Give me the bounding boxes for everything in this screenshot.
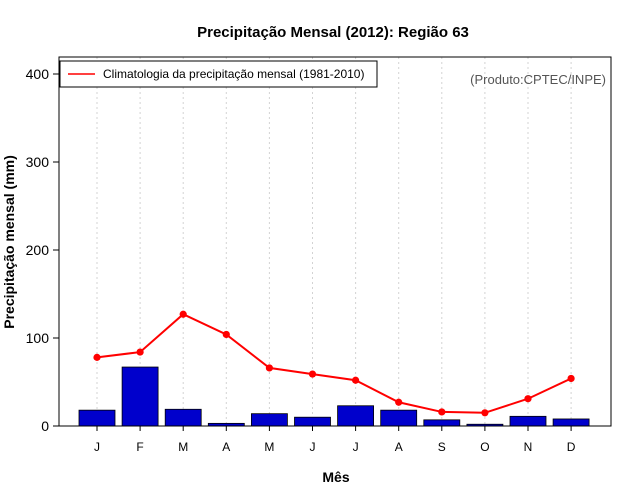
- y-tick-label: 100: [26, 330, 50, 346]
- climatology-point: [481, 409, 489, 417]
- climatology-point: [438, 408, 446, 416]
- bar: [294, 416, 331, 427]
- x-tick-label: D: [567, 440, 576, 454]
- x-tick-label: F: [136, 440, 143, 454]
- climatology-point: [567, 374, 575, 383]
- y-tick-label: 300: [26, 154, 50, 170]
- product-annotation: (Produto:CPTEC/INPE): [470, 72, 606, 87]
- legend: Climatologia da precipitação mensal (198…: [59, 60, 378, 88]
- climatology-point: [352, 376, 360, 384]
- climatology-line: [93, 310, 575, 417]
- x-tick-label: M: [264, 440, 274, 454]
- bar: [552, 418, 590, 427]
- x-tick-label: J: [310, 440, 316, 454]
- bar: [78, 409, 116, 427]
- plot-frame: [58, 56, 612, 427]
- x-tick-label: A: [222, 440, 230, 454]
- bar: [509, 415, 547, 427]
- y-tick-label: 0: [41, 418, 49, 434]
- climatology-point: [265, 364, 273, 372]
- x-axis-label: Mês: [322, 469, 349, 485]
- bars: [78, 366, 590, 427]
- x-tick-label: J: [94, 440, 100, 454]
- x-tick-label: S: [438, 440, 446, 454]
- bar: [337, 405, 375, 427]
- x-tick-label: A: [395, 440, 403, 454]
- climatology-point: [93, 353, 101, 361]
- climatology-point: [179, 310, 187, 318]
- climatology-point: [524, 395, 532, 403]
- climatology-point: [395, 398, 403, 406]
- climatology-point: [222, 330, 230, 339]
- y-axis: 0 100 200 300 400: [26, 66, 59, 434]
- x-tick-label: O: [480, 440, 489, 454]
- climatology-point: [308, 370, 317, 378]
- legend-entry-climatology: Climatologia da precipitação mensal (198…: [103, 67, 364, 81]
- x-tick-label: N: [524, 440, 533, 454]
- chart-title: Precipitação Mensal (2012): Região 63: [197, 24, 469, 41]
- x-tick-label: M: [178, 440, 188, 454]
- legend-box: [59, 60, 378, 88]
- grid: [96, 57, 572, 426]
- bar: [164, 408, 202, 427]
- climatology-series-line: [96, 313, 572, 414]
- y-tick-label: 200: [26, 242, 50, 258]
- x-tick-label: J: [353, 440, 359, 454]
- bar: [423, 419, 461, 427]
- y-axis-label: Precipitação mensal (mm): [1, 155, 17, 329]
- bar: [380, 409, 418, 427]
- bar: [121, 366, 159, 427]
- climatology-point: [136, 348, 144, 356]
- y-tick-label: 400: [26, 66, 50, 82]
- bar: [250, 413, 288, 427]
